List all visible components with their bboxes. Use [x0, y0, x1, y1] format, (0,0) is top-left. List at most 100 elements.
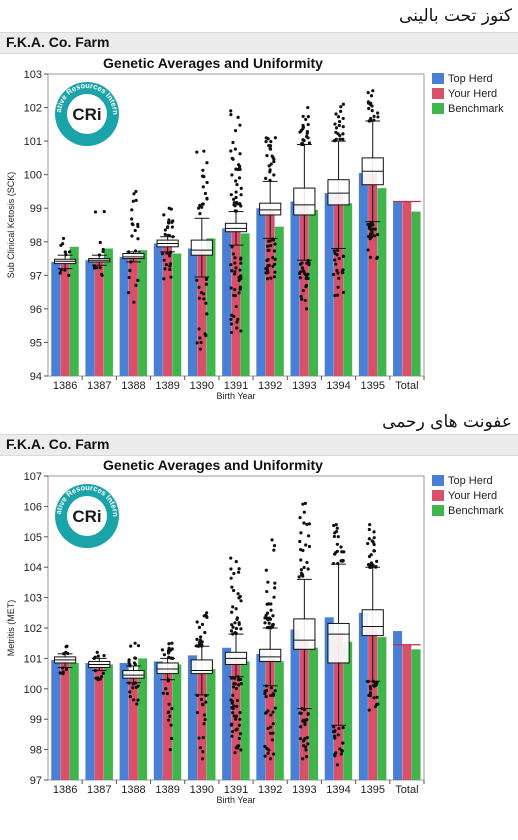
outlier-point: [301, 138, 305, 142]
outlier-point: [204, 282, 208, 286]
outlier-point: [301, 548, 305, 553]
outlier-point: [272, 249, 277, 253]
outlier-point: [298, 516, 302, 520]
outlier-point: [368, 691, 373, 695]
outlier-point: [231, 632, 235, 636]
outlier-point: [169, 736, 174, 741]
outlier-point: [237, 176, 242, 180]
outlier-point: [236, 317, 240, 321]
outlier-point: [229, 322, 234, 326]
x-tick-label: Total: [395, 784, 418, 796]
outlier-point: [169, 275, 173, 279]
outlier-point: [199, 697, 204, 702]
bar-top-herd: [290, 201, 300, 376]
outlier-point: [334, 523, 338, 527]
outlier-point: [230, 734, 234, 738]
outlier-point: [233, 621, 237, 625]
outlier-point: [301, 114, 305, 119]
outlier-point: [130, 217, 134, 221]
outlier-point: [229, 193, 233, 197]
outlier-point: [234, 686, 238, 691]
outlier-point: [266, 244, 270, 248]
outlier-point: [129, 644, 133, 648]
outlier-point: [231, 605, 235, 609]
box: [293, 618, 316, 650]
outlier-point: [126, 291, 131, 295]
outlier-point: [336, 535, 340, 539]
bar-your-herd: [128, 675, 138, 780]
outlier-point: [268, 725, 273, 729]
outlier-point: [370, 109, 374, 113]
outlier-point: [368, 232, 373, 236]
outlier-point: [171, 235, 175, 239]
outlier-point: [306, 272, 310, 276]
bar-top-herd: [222, 228, 232, 376]
outlier-point: [299, 142, 304, 146]
legend-label: Your Herd: [448, 88, 497, 100]
outlier-point: [238, 594, 242, 599]
x-tick-label: 1392: [258, 784, 282, 796]
outlier-point: [367, 527, 371, 532]
outlier-point: [266, 258, 270, 262]
outlier-point: [195, 278, 199, 282]
bar-your-herd: [368, 626, 378, 780]
y-tick-label: 105: [24, 532, 42, 544]
outlier-point: [230, 313, 234, 317]
outlier-point: [97, 253, 102, 257]
outlier-point: [102, 654, 106, 658]
outlier-point: [197, 285, 201, 289]
outlier-point: [341, 137, 345, 141]
outlier-point: [337, 257, 341, 261]
bar-top-herd: [324, 617, 334, 780]
outlier-point: [239, 599, 243, 603]
outlier-point: [59, 268, 63, 272]
box: [327, 179, 350, 206]
outlier-point: [273, 706, 277, 710]
outlier-point: [301, 719, 305, 723]
outlier-point: [198, 336, 202, 340]
persian-title-2: عفونت های رحمی: [382, 412, 512, 432]
outlier-point: [266, 618, 270, 622]
outlier-point: [233, 717, 238, 721]
outlier-point: [264, 613, 268, 617]
outlier-point: [231, 685, 236, 689]
outlier-point: [265, 746, 269, 751]
outlier-point: [306, 567, 310, 571]
outlier-point: [236, 202, 240, 206]
outlier-point: [238, 123, 242, 127]
outlier-point: [201, 702, 205, 706]
outlier-point: [195, 693, 200, 697]
outlier-point: [266, 137, 270, 141]
outlier-point: [271, 256, 275, 260]
outlier-point: [200, 622, 205, 626]
x-tick-label: 1387: [87, 784, 111, 796]
bar-your-herd: [265, 658, 275, 780]
outlier-point: [202, 614, 206, 618]
y-tick-label: 96: [30, 304, 42, 316]
outlier-point: [366, 234, 371, 239]
bar-benchmark: [308, 209, 319, 376]
outlier-point: [231, 711, 235, 715]
x-tick-label: 1388: [121, 784, 145, 796]
outlier-point: [369, 94, 374, 98]
outlier-point: [269, 276, 273, 280]
x-tick-label: 1395: [360, 380, 384, 392]
outlier-point: [336, 285, 340, 289]
outlier-point: [229, 556, 233, 560]
outlier-point: [237, 723, 241, 727]
bar-top-herd: [187, 248, 198, 376]
outlier-point: [341, 271, 345, 275]
outlier-point: [266, 602, 271, 606]
outlier-point: [338, 747, 342, 751]
outlier-point: [269, 162, 273, 166]
outlier-point: [271, 614, 275, 618]
outlier-point: [238, 710, 242, 715]
outlier-point: [231, 140, 235, 145]
outlier-point: [339, 105, 343, 109]
outlier-point: [336, 132, 340, 136]
outlier-point: [235, 704, 239, 709]
outlier-point: [333, 258, 337, 262]
outlier-point: [229, 149, 233, 153]
outlier-point: [268, 757, 273, 761]
outlier-point: [370, 230, 374, 234]
